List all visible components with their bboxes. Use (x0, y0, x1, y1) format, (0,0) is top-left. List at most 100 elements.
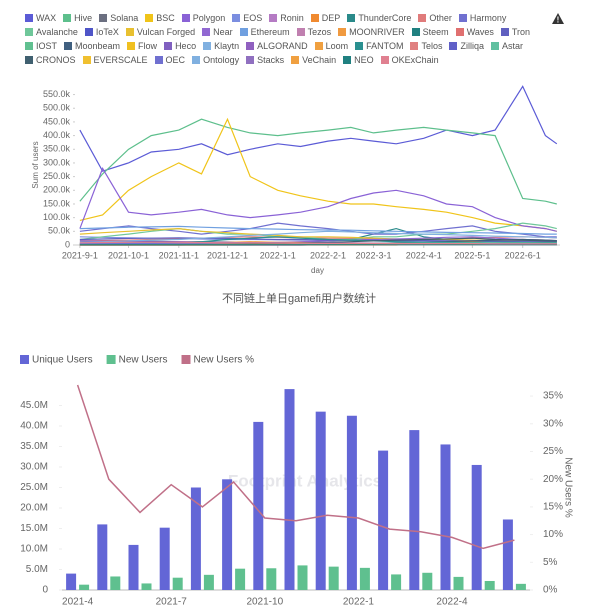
bar (110, 576, 121, 590)
legend-swatch (145, 14, 154, 22)
legend-swatch (411, 28, 420, 36)
legend-item[interactable]: Ontology (192, 53, 239, 67)
bar (284, 389, 295, 590)
legend-label: Telos (421, 41, 443, 51)
legend-swatch (106, 355, 116, 364)
series-line (79, 118, 557, 205)
legend-label: Polygon (192, 13, 226, 23)
legend-item[interactable]: Loom (314, 39, 349, 53)
legend-item[interactable]: ThunderCore (347, 11, 411, 25)
legend-item[interactable]: IoTeX (84, 25, 119, 39)
legend-label: Klaytn (214, 41, 240, 51)
legend-item[interactable]: Steem (411, 25, 449, 39)
legend-swatch (203, 42, 212, 50)
y-tick-label: 0 (65, 239, 70, 249)
legend-label: Moonbeam (75, 41, 121, 51)
bar (502, 519, 513, 590)
legend-swatch (82, 56, 91, 64)
legend-item[interactable]: Ethereum (239, 25, 290, 39)
legend-swatch (127, 42, 136, 50)
x-tick-label: 2022-6-1 (505, 250, 541, 260)
legend-item[interactable]: Astar (491, 39, 523, 53)
legend-item[interactable]: Hive (63, 11, 92, 25)
legend-label: Stacks (257, 55, 285, 65)
legend-item[interactable]: Other (418, 11, 452, 25)
legend-item[interactable]: VeChain (291, 53, 336, 67)
bar (172, 577, 183, 590)
legend-swatch (202, 28, 211, 36)
legend-item[interactable]: DEP (310, 11, 340, 25)
x-tick-label: 2021-10 (246, 597, 283, 608)
legend-label: Ethereum (250, 27, 290, 37)
series-line (76, 384, 515, 550)
legend-item[interactable]: Polygon (181, 11, 226, 25)
legend-swatch (20, 355, 29, 364)
y-tick-label: 5.0M (26, 564, 48, 575)
legend-item[interactable]: Heco (164, 39, 196, 53)
y2-tick-label: 0% (543, 585, 558, 596)
legend-item[interactable]: EVERSCALE (82, 53, 148, 67)
bar (128, 544, 139, 590)
bar (515, 583, 526, 590)
legend-item[interactable]: Near (202, 25, 233, 39)
legend-item[interactable]: WAX (25, 11, 56, 25)
legend-swatch (125, 28, 134, 36)
legend-swatch (347, 14, 356, 22)
legend-label: NEO (354, 55, 374, 65)
legend-item[interactable]: Avalanche (25, 25, 78, 39)
series-line (79, 117, 557, 232)
legend-label: Heco (175, 41, 197, 51)
legend-item[interactable]: Moonbeam (64, 39, 120, 53)
legend-swatch (269, 14, 278, 22)
legend-item[interactable]: Flow (127, 39, 157, 53)
legend-label: Loom (325, 41, 349, 51)
legend-item[interactable]: MOONRIVER (338, 25, 405, 39)
series-line (79, 225, 557, 235)
x-axis-title: day (311, 266, 324, 275)
y-tick-label: 30.0M (20, 462, 48, 473)
legend-swatch (63, 14, 72, 22)
y-tick-label: 450.0k (43, 116, 71, 126)
legend-swatch (380, 56, 389, 64)
legend-item[interactable]: Harmony (458, 11, 506, 25)
y2-tick-label: 25% (543, 446, 563, 457)
legend-item[interactable]: Vulcan Forged (125, 25, 195, 39)
legend-label: Avalanche (36, 27, 78, 37)
legend-swatch (25, 14, 33, 22)
legend-item[interactable]: OKExChain (380, 53, 439, 67)
legend-label: Steem (422, 27, 449, 37)
legend-item[interactable]: ALGORAND (246, 39, 308, 53)
legend-item[interactable]: BSC (145, 11, 175, 25)
legend-item[interactable]: Telos (410, 39, 442, 53)
legend-item[interactable]: Tezos (296, 25, 332, 39)
legend-swatch (239, 28, 248, 36)
legend-swatch (99, 14, 108, 22)
legend-item[interactable]: Ronin (269, 11, 304, 25)
legend-swatch (154, 56, 163, 64)
legend-item[interactable]: Solana (99, 11, 138, 25)
bar (266, 568, 277, 590)
series-line (79, 85, 558, 172)
legend-label: Tezos (307, 27, 332, 37)
legend-item[interactable]: EOS (232, 11, 262, 25)
legend-item[interactable]: CRONOS (25, 53, 76, 67)
legend-label: New Users (119, 355, 168, 366)
legend-label: IoTeX (95, 27, 119, 37)
bar (79, 584, 90, 590)
legend-item[interactable]: FANTOM (355, 39, 403, 53)
legend-item[interactable]: NEO (343, 53, 374, 67)
legend-item[interactable]: IOST (25, 39, 57, 53)
y-tick-label: 500.0k (43, 103, 71, 113)
legend-swatch (343, 56, 352, 64)
x-tick-label: 2021-7 (156, 597, 188, 608)
legend-item[interactable]: Zilliqa (449, 39, 484, 53)
legend-item[interactable]: Tron (500, 25, 530, 39)
legend-item[interactable]: Klaytn (203, 39, 239, 53)
y2-tick-label: 10% (543, 529, 563, 540)
series-line (79, 230, 557, 243)
y-tick-label: 150.0k (43, 198, 71, 208)
legend-item[interactable]: Stacks (246, 53, 284, 67)
legend-item[interactable]: OEC (154, 53, 185, 67)
legend-item[interactable]: Waves (455, 25, 494, 39)
y2-tick-label: 5% (543, 557, 558, 568)
